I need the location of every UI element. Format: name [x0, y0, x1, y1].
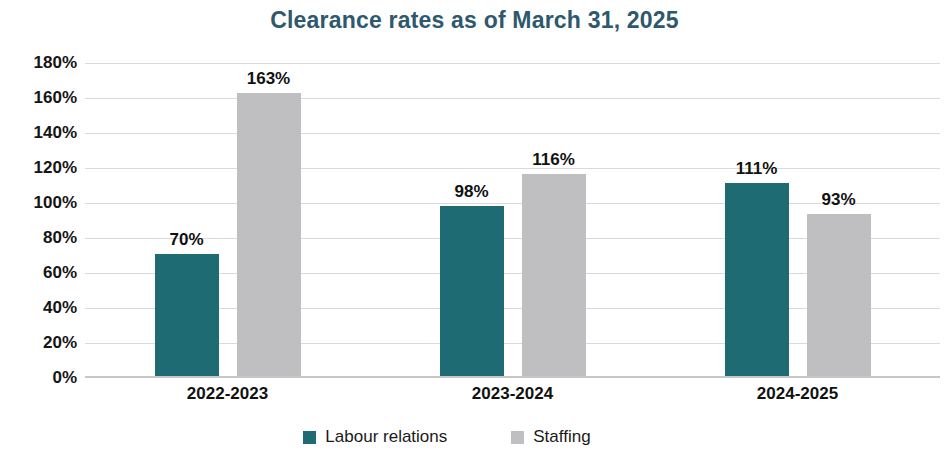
bar-staffing-2022-2023: [237, 93, 301, 376]
bar-group-2024-2025: 111% 93%: [655, 63, 940, 376]
y-tick-label: 40%: [43, 298, 77, 318]
bar-wrap: 93%: [807, 63, 871, 376]
y-tick-label: 80%: [43, 228, 77, 248]
chart-body: 180% 160% 140% 120% 100% 80% 60% 40% 20%…: [0, 63, 949, 378]
y-tick-label: 0%: [52, 368, 77, 388]
y-axis: 180% 160% 140% 120% 100% 80% 60% 40% 20%…: [0, 63, 85, 378]
bar-wrap: 163%: [237, 63, 301, 376]
y-tick-label: 140%: [34, 123, 77, 143]
bar-value-label: 111%: [736, 159, 778, 179]
x-tick-label-2022-2023: 2022-2023: [85, 384, 370, 404]
bar-group-2023-2024: 98% 116%: [370, 63, 655, 376]
bar-staffing-2024-2025: [807, 214, 871, 376]
legend-item-labour-relations: Labour relations: [303, 427, 447, 447]
plot-area: 70% 163% 98% 116%: [85, 63, 940, 378]
x-axis: 2022-2023 2023-2024 2024-2025: [85, 384, 940, 404]
y-tick-label: 60%: [43, 263, 77, 283]
labour-relations-swatch-icon: [303, 431, 316, 444]
bar-labour-relations-2022-2023: [155, 254, 219, 376]
x-tick-label-2024-2025: 2024-2025: [655, 384, 940, 404]
y-tick-label: 180%: [34, 53, 77, 73]
y-tick-label: 20%: [43, 333, 77, 353]
legend-label: Staffing: [533, 427, 590, 447]
bar-group-2022-2023: 70% 163%: [85, 63, 370, 376]
bar-value-label: 70%: [169, 230, 203, 250]
clearance-rates-bar-chart: Clearance rates as of March 31, 2025 180…: [0, 0, 949, 462]
bar-value-label: 93%: [821, 190, 855, 210]
legend: Labour relations Staffing: [0, 427, 894, 447]
bar-labour-relations-2023-2024: [440, 206, 504, 376]
y-tick-label: 160%: [34, 88, 77, 108]
y-tick-label: 100%: [34, 193, 77, 213]
y-tick-label: 120%: [34, 158, 77, 178]
bar-groups: 70% 163% 98% 116%: [85, 63, 940, 376]
x-tick-label-2023-2024: 2023-2024: [370, 384, 655, 404]
bar-wrap: 116%: [522, 63, 586, 376]
bar-value-label: 98%: [454, 182, 488, 202]
chart-title: Clearance rates as of March 31, 2025: [0, 0, 949, 34]
bar-wrap: 111%: [725, 63, 789, 376]
bar-staffing-2023-2024: [522, 174, 586, 376]
staffing-swatch-icon: [511, 431, 524, 444]
bar-value-label: 163%: [247, 69, 290, 89]
legend-label: Labour relations: [325, 427, 447, 447]
bar-value-label: 116%: [532, 150, 575, 170]
bar-labour-relations-2024-2025: [725, 183, 789, 376]
bar-wrap: 98%: [440, 63, 504, 376]
legend-item-staffing: Staffing: [511, 427, 590, 447]
bar-wrap: 70%: [155, 63, 219, 376]
